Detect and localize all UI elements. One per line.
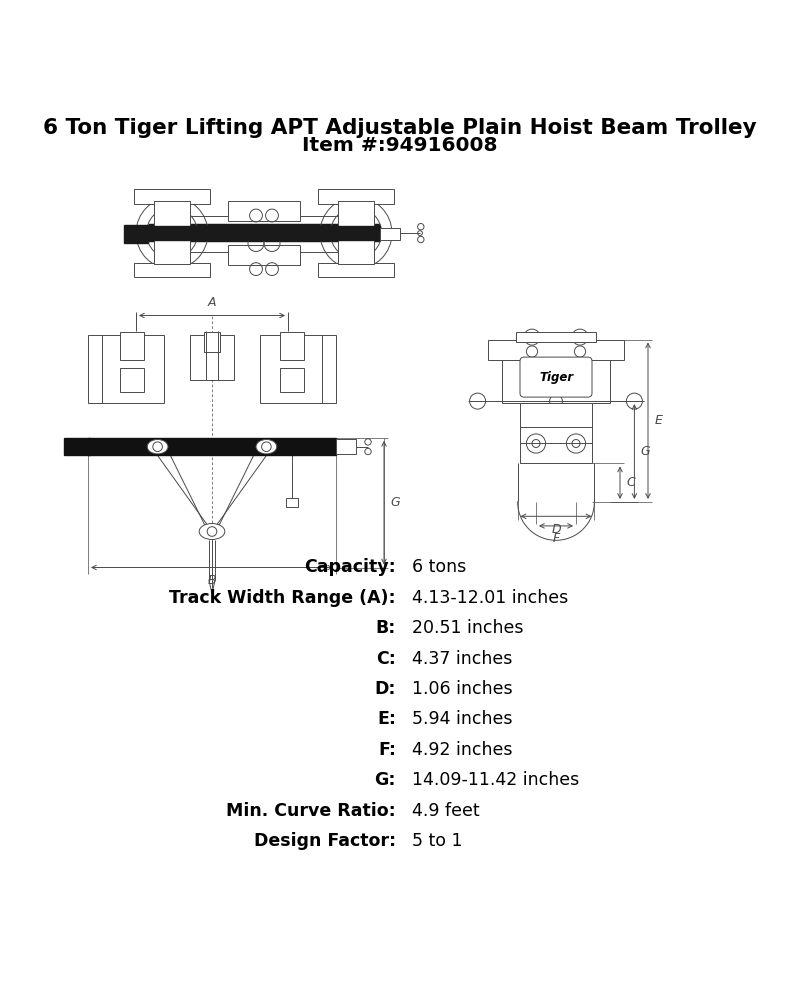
Bar — [280, 368, 304, 392]
Text: Capacity:: Capacity: — [304, 558, 396, 576]
Text: E: E — [654, 415, 662, 428]
Text: 4.37 inches: 4.37 inches — [412, 649, 512, 667]
Ellipse shape — [256, 440, 277, 454]
Text: 1.06 inches: 1.06 inches — [412, 680, 513, 698]
Text: 5.94 inches: 5.94 inches — [412, 710, 513, 728]
FancyBboxPatch shape — [520, 357, 592, 397]
Bar — [336, 440, 356, 454]
Bar — [322, 336, 336, 404]
Text: G: G — [641, 445, 650, 458]
Bar — [260, 336, 324, 404]
Text: G:: G: — [374, 771, 396, 789]
Text: Track Width Range (A):: Track Width Range (A): — [170, 588, 396, 607]
Text: G: G — [390, 497, 400, 509]
Bar — [228, 201, 300, 221]
Bar — [318, 189, 394, 204]
Text: 20.51 inches: 20.51 inches — [412, 619, 523, 637]
Bar — [120, 368, 144, 392]
Bar — [88, 438, 336, 456]
Bar — [154, 201, 190, 264]
Text: 6 tons: 6 tons — [412, 558, 466, 576]
Text: B: B — [208, 573, 216, 586]
Text: C: C — [626, 477, 635, 490]
Text: D: D — [551, 522, 561, 535]
Bar — [228, 245, 300, 265]
Text: F:: F: — [378, 741, 396, 759]
Text: D:: D: — [374, 680, 396, 698]
Bar — [134, 263, 210, 277]
Text: Item #:94916008: Item #:94916008 — [302, 136, 498, 155]
Text: 14.09-11.42 inches: 14.09-11.42 inches — [412, 771, 579, 789]
Bar — [338, 201, 374, 264]
Bar — [148, 226, 380, 241]
Text: E:: E: — [377, 710, 396, 728]
Bar — [380, 228, 400, 240]
Text: 4.13-12.01 inches: 4.13-12.01 inches — [412, 588, 568, 607]
Text: 4.9 feet: 4.9 feet — [412, 802, 480, 820]
Text: 4.92 inches: 4.92 inches — [412, 741, 513, 759]
Bar — [502, 348, 610, 404]
Text: Design Factor:: Design Factor: — [254, 832, 396, 850]
Bar — [318, 263, 394, 277]
Bar — [190, 336, 234, 380]
Bar — [100, 336, 164, 404]
Ellipse shape — [147, 440, 168, 454]
Bar — [134, 189, 210, 204]
Bar — [520, 428, 592, 464]
Bar — [488, 340, 624, 360]
Text: F: F — [552, 532, 560, 545]
Bar — [516, 333, 596, 342]
Text: B:: B: — [376, 619, 396, 637]
Bar — [120, 332, 144, 360]
Text: A: A — [208, 296, 216, 309]
Bar — [124, 225, 148, 243]
Bar — [88, 336, 102, 404]
Bar — [64, 438, 90, 456]
Text: 5 to 1: 5 to 1 — [412, 832, 462, 850]
Text: 6 Ton Tiger Lifting APT Adjustable Plain Hoist Beam Trolley: 6 Ton Tiger Lifting APT Adjustable Plain… — [43, 118, 757, 138]
Bar — [520, 404, 592, 432]
Bar — [286, 498, 298, 507]
Ellipse shape — [199, 523, 225, 539]
Text: C:: C: — [376, 649, 396, 667]
Text: Tiger: Tiger — [539, 371, 573, 384]
Bar — [280, 332, 304, 360]
Bar — [204, 332, 220, 352]
Text: Min. Curve Ratio:: Min. Curve Ratio: — [226, 802, 396, 820]
